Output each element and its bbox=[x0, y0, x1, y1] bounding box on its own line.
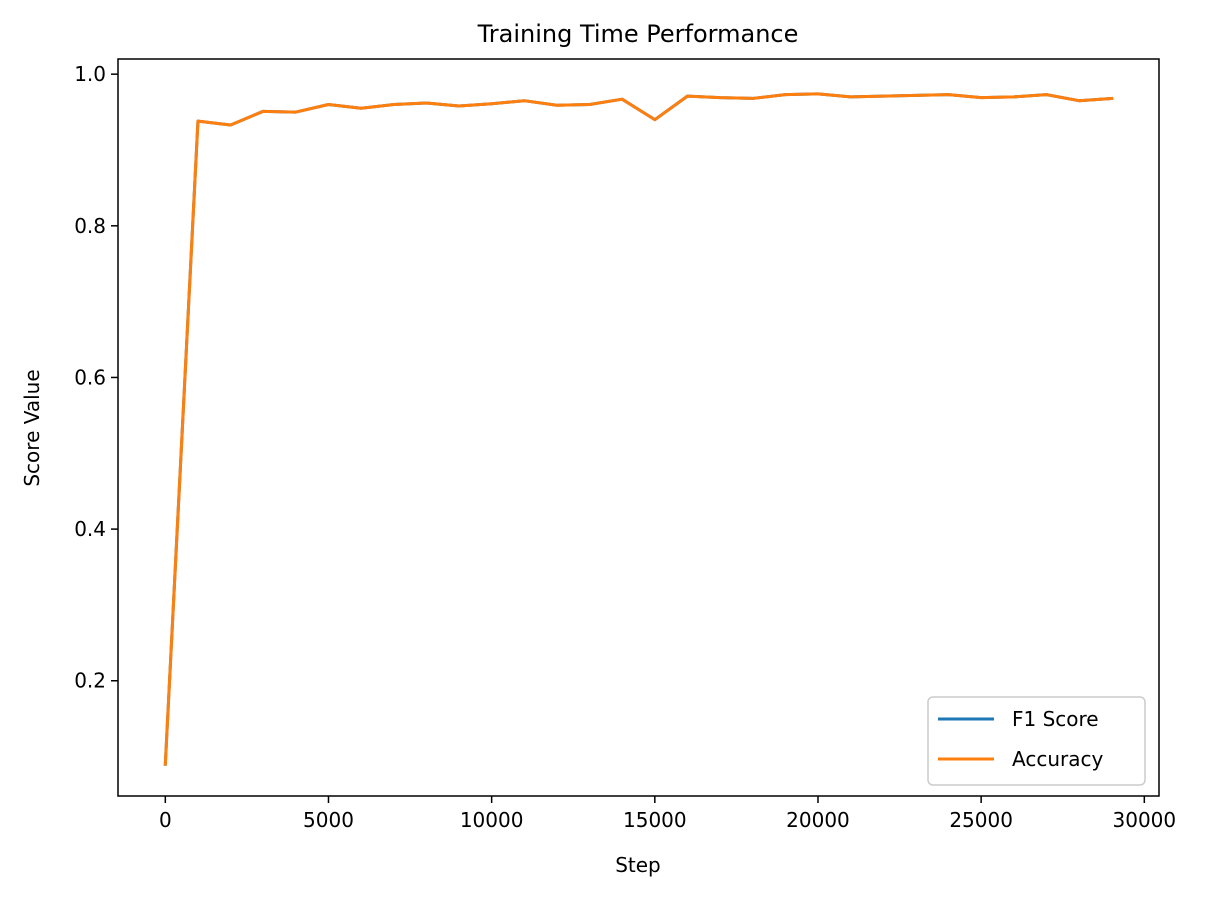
x-tick-label: 25000 bbox=[949, 808, 1013, 832]
y-tick-label: 1.0 bbox=[74, 62, 106, 86]
legend: F1 Score Accuracy bbox=[927, 696, 1146, 786]
y-axis-label: Score Value bbox=[20, 369, 44, 486]
legend-label-f1-score: F1 Score bbox=[1012, 707, 1099, 731]
x-axis-label: Step bbox=[615, 853, 661, 877]
x-tick-label: 30000 bbox=[1113, 808, 1177, 832]
x-tick-label: 10000 bbox=[460, 808, 524, 832]
series-line-accuracy bbox=[163, 92, 1114, 766]
y-tick-label: 0.2 bbox=[74, 669, 106, 693]
x-tick-label: 20000 bbox=[786, 808, 850, 832]
series-layer bbox=[163, 92, 1114, 766]
chart-title: Training Time Performance bbox=[477, 20, 799, 48]
legend-label-accuracy: Accuracy bbox=[1012, 747, 1103, 771]
x-tick-label: 15000 bbox=[623, 808, 687, 832]
x-tick-label: 5000 bbox=[303, 808, 354, 832]
y-axis: 0.2 0.4 0.6 0.8 1.0 bbox=[74, 62, 118, 693]
x-tick-label: 0 bbox=[159, 808, 172, 832]
y-tick-label: 0.4 bbox=[74, 517, 106, 541]
y-tick-label: 0.8 bbox=[74, 214, 106, 238]
y-tick-label: 0.6 bbox=[74, 365, 106, 389]
x-axis: 0 5000 10000 15000 20000 25000 30000 bbox=[159, 796, 1176, 832]
plot-frame bbox=[117, 58, 1160, 797]
